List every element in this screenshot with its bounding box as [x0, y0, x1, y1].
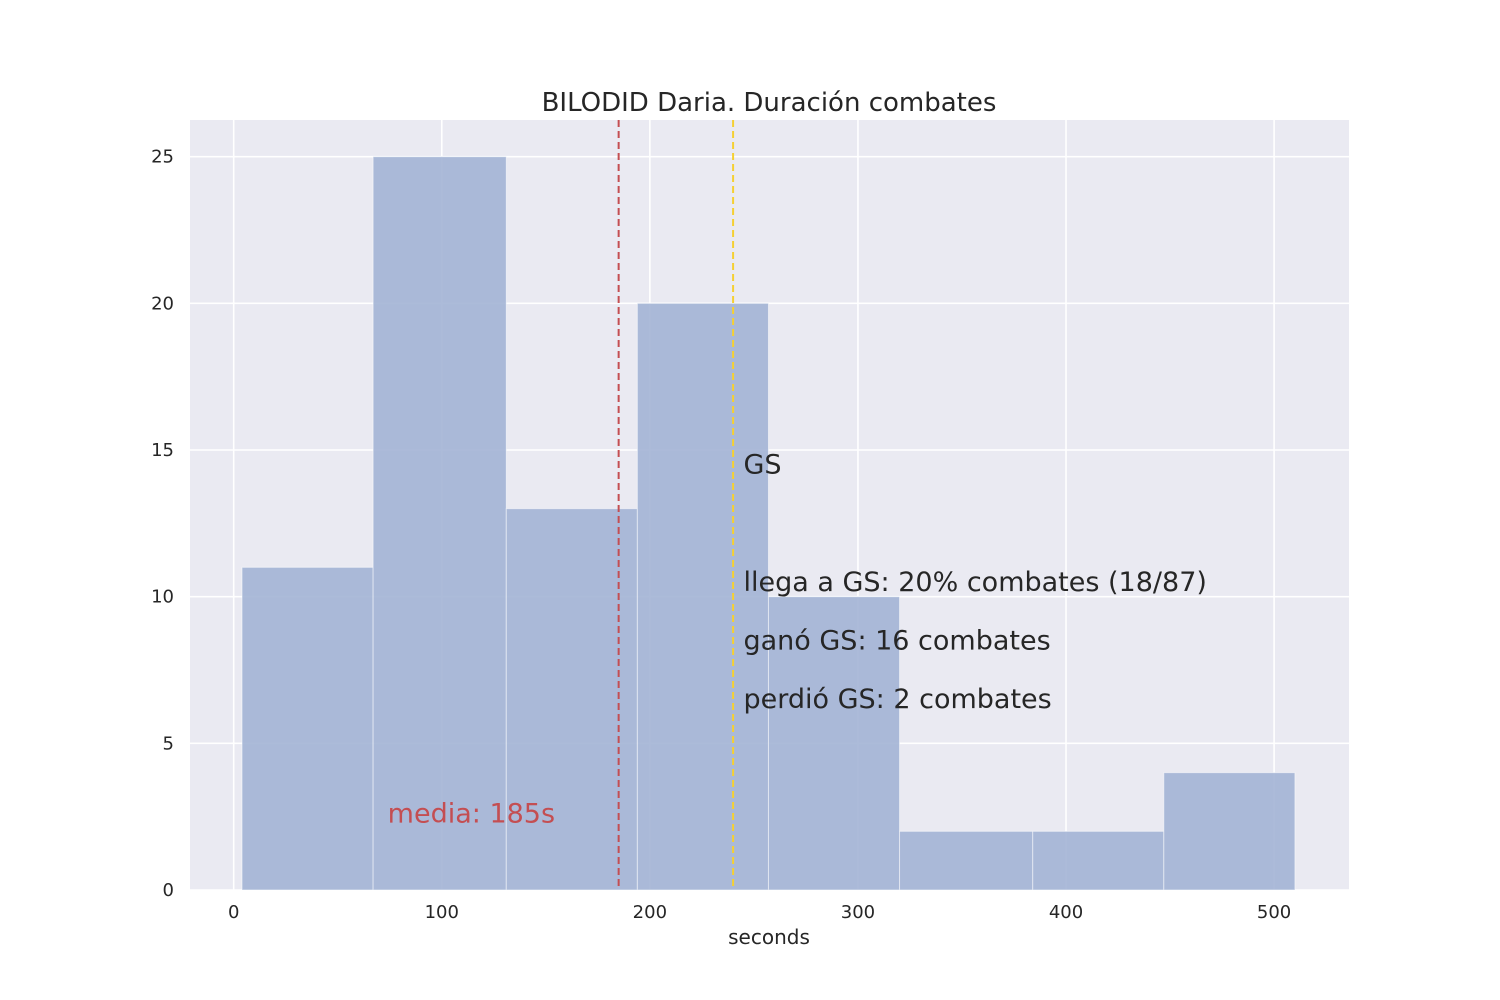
annotation-text: media: 185s: [388, 799, 555, 830]
annotation-text: GS: [743, 449, 781, 480]
y-tick-label: 25: [151, 147, 174, 168]
bars: [241, 156, 1296, 891]
annotation-text: perdió GS: 2 combates: [743, 684, 1051, 715]
y-tick-label: 10: [151, 587, 174, 608]
x-tick-label: 300: [841, 902, 875, 923]
x-tick-label: 500: [1257, 902, 1291, 923]
reference-lines: [617, 120, 735, 890]
histogram-bar: [767, 596, 901, 891]
histogram-bar: [505, 508, 638, 891]
histogram-bar: [636, 302, 769, 891]
histogram-bar: [1163, 772, 1296, 891]
histogram-bar: [241, 566, 374, 891]
annotations: media: 185s GS llega a GS: 20% combates (1…: [388, 449, 1207, 829]
x-tick-label: 400: [1049, 902, 1083, 923]
y-tick-label: 20: [151, 293, 174, 314]
annotation-text: ganó GS: 16 combates: [743, 625, 1050, 656]
histogram-bar: [899, 830, 1034, 891]
annotation-text: llega a GS: 20% combates (18/87): [743, 567, 1206, 598]
x-axis-title: seconds: [728, 925, 810, 949]
y-tick-labels: 0 5 10 15 20 25: [151, 147, 174, 901]
y-tick-label: 5: [163, 733, 174, 754]
x-tick-label: 0: [228, 902, 239, 923]
x-tick-label: 100: [425, 902, 459, 923]
histogram-bar: [1032, 830, 1165, 891]
x-tick-labels: 0 100 200 300 400 500: [228, 902, 1291, 923]
histogram-bar: [372, 156, 507, 891]
y-tick-label: 0: [163, 880, 174, 901]
chart-title: BILODID Daria. Duración combates: [542, 88, 997, 118]
y-tick-label: 15: [151, 440, 174, 461]
x-tick-label: 200: [633, 902, 667, 923]
